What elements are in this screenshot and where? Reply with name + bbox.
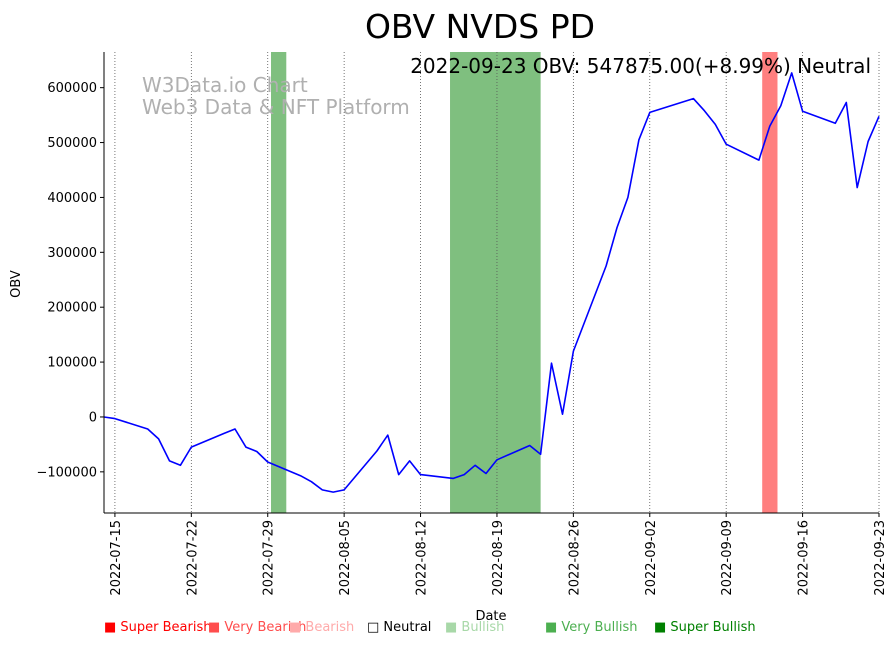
y-tick-label: −100000 bbox=[36, 465, 97, 480]
x-tick-label: 2022-08-19 bbox=[491, 520, 506, 596]
shaded-regions bbox=[271, 52, 778, 513]
x-tick-label: 2022-09-09 bbox=[720, 520, 735, 596]
legend-item-super-bearish: ■ Super Bearish bbox=[104, 620, 212, 635]
axes: −100000 0 100000 200000 300000 400000 500000 60… bbox=[36, 52, 888, 596]
legend-item-neutral: □ Neutral bbox=[367, 620, 432, 635]
x-axis-label: Date bbox=[475, 609, 506, 624]
y-tick-label: 100000 bbox=[47, 356, 97, 371]
x-tick-label: 2022-07-29 bbox=[262, 520, 277, 596]
y-tick-label: 300000 bbox=[47, 246, 97, 261]
x-tick-label: 2022-09-16 bbox=[797, 520, 812, 596]
y-tick-label: 400000 bbox=[47, 191, 97, 206]
y-tick-label: 200000 bbox=[47, 301, 97, 316]
x-tick-label: 2022-09-02 bbox=[644, 520, 659, 596]
x-tick-label: 2022-08-26 bbox=[567, 520, 582, 596]
x-tick-label: 2022-08-12 bbox=[415, 520, 430, 596]
watermark-line-2: Web3 Data & NFT Platform bbox=[142, 95, 410, 119]
legend-item-bearish: ■ Bearish bbox=[289, 620, 355, 635]
x-tick-label: 2022-09-23 bbox=[873, 520, 888, 596]
y-tick-label: 600000 bbox=[47, 81, 97, 96]
x-tick-label: 2022-07-15 bbox=[109, 520, 124, 596]
shaded-region-2 bbox=[762, 52, 778, 513]
legend-item-very-bearish: ■ Very Bearish bbox=[208, 620, 307, 635]
sentiment-legend: ■ Super Bearish ■ Very Bearish ■ Bearish □ … bbox=[0, 620, 895, 640]
x-tick-label: 2022-07-22 bbox=[185, 520, 200, 596]
legend-item-very-bullish: ■ Very Bullish bbox=[545, 620, 638, 635]
grid-lines bbox=[114, 52, 880, 513]
y-tick-label: 0 bbox=[89, 410, 97, 425]
watermark-line-1: W3Data.io Chart bbox=[142, 73, 308, 97]
chart-title: OBV NVDS PD bbox=[365, 7, 595, 46]
shaded-region-1 bbox=[450, 52, 541, 513]
series-layer bbox=[103, 72, 880, 493]
y-tick-label: 500000 bbox=[47, 136, 97, 151]
obv-annotation: 2022-09-23 OBV: 547875.00(+8.99%) Neutra… bbox=[410, 54, 871, 78]
x-tick-label: 2022-08-05 bbox=[338, 520, 353, 596]
legend-item-super-bullish: ■ Super Bullish bbox=[654, 620, 756, 635]
legend-item-bullish: ■ Bullish bbox=[445, 620, 505, 635]
shaded-region-0 bbox=[271, 52, 287, 513]
y-axis-label: OBV bbox=[9, 270, 24, 298]
series-line-obv bbox=[103, 72, 880, 493]
